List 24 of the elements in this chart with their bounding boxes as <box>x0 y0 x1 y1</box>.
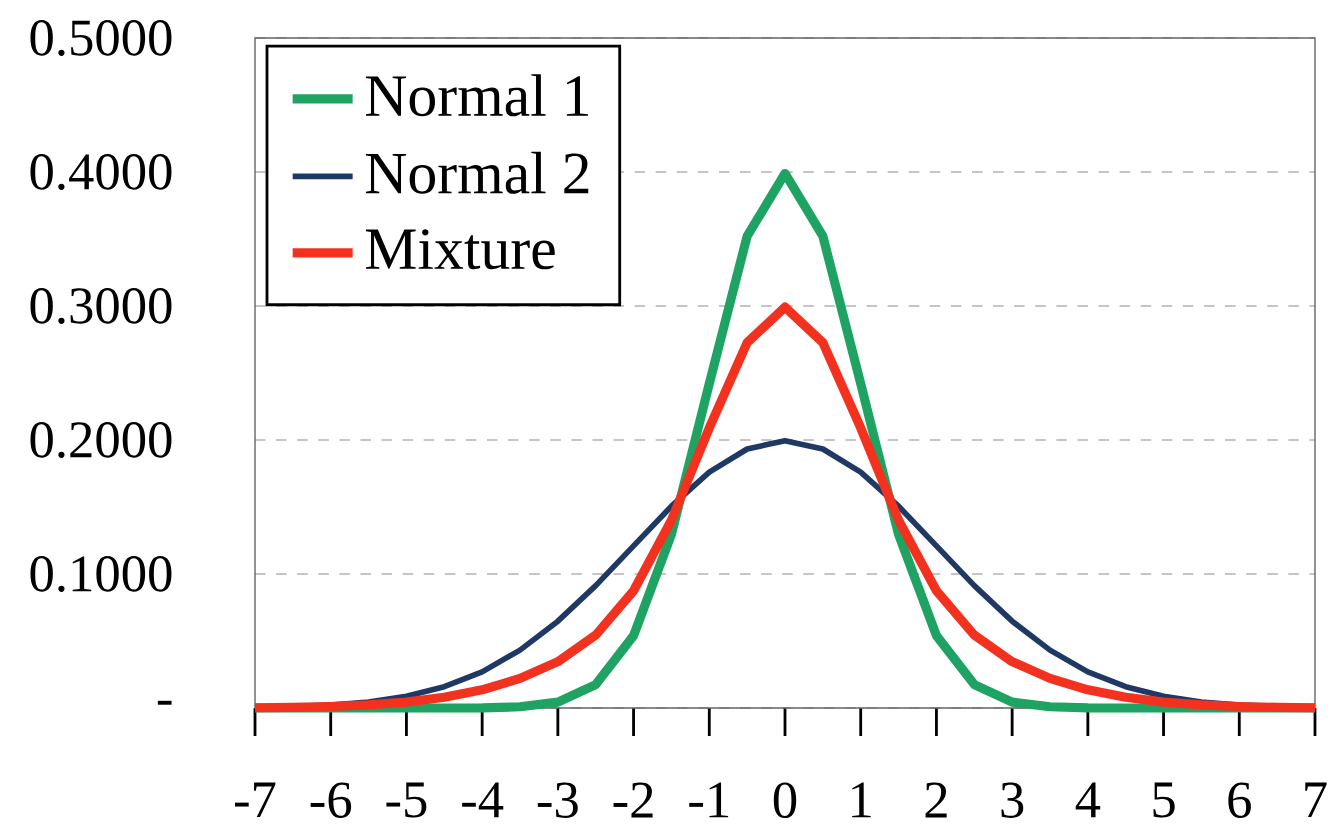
y-tick-label: 0.2000 <box>30 422 172 458</box>
x-tick-label: 5 <box>1153 782 1175 818</box>
x-tick-label: -6 <box>310 782 352 818</box>
x-tick-label: 4 <box>1075 782 1101 818</box>
y-tick-label: - <box>157 700 172 705</box>
x-tick-label: -1 <box>689 782 729 818</box>
legend-label: Mixture <box>365 229 555 270</box>
y-tick-label: 0.3000 <box>30 288 172 324</box>
x-tick-label: -4 <box>462 782 504 818</box>
x-tick-label: 6 <box>1228 782 1251 818</box>
y-tick-label: 0.5000 <box>30 20 172 56</box>
x-tick-label: 1 <box>852 782 871 818</box>
legend-label: Normal 2 <box>365 151 589 194</box>
y-tick-label: 0.1000 <box>30 556 172 592</box>
x-tick-label: -7 <box>234 782 276 818</box>
x-tick-label: 7 <box>1305 782 1327 818</box>
x-tick-label: -3 <box>537 782 578 818</box>
y-tick-label: 0.4000 <box>30 154 172 190</box>
x-tick-label: 3 <box>1001 782 1024 818</box>
x-tick-label: 0 <box>773 782 797 819</box>
legend-label: Normal 1 <box>365 74 588 117</box>
x-tick-label: 2 <box>925 782 947 818</box>
x-tick-label: -5 <box>386 782 427 818</box>
x-tick-label: -2 <box>613 782 653 818</box>
